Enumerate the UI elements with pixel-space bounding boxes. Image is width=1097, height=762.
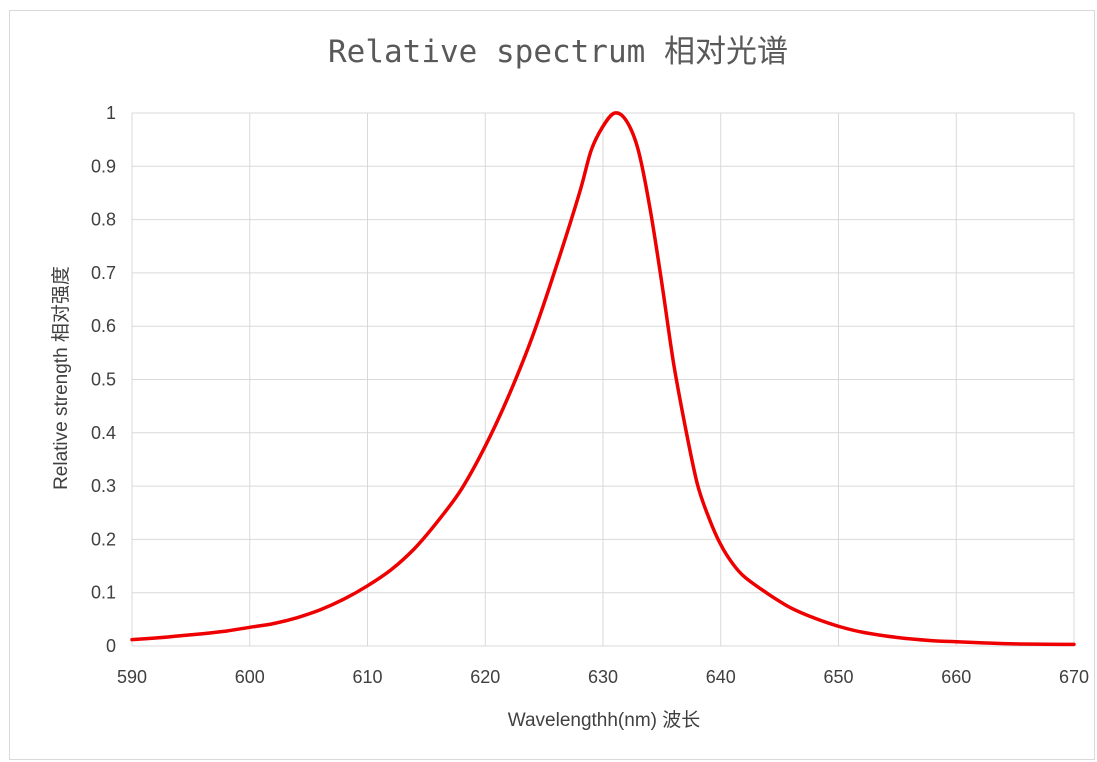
y-tick-label: 0 bbox=[106, 636, 116, 656]
y-tick-label: 0.5 bbox=[91, 370, 116, 390]
x-tick-label: 660 bbox=[941, 667, 971, 687]
x-tick-label: 670 bbox=[1059, 667, 1089, 687]
grid-lines bbox=[131, 112, 1075, 647]
series-layer bbox=[130, 111, 1076, 647]
x-tick-label: 610 bbox=[352, 667, 382, 687]
x-tick-label: 640 bbox=[706, 667, 736, 687]
y-tick-label: 0.1 bbox=[91, 583, 116, 603]
y-tick-label: 0.9 bbox=[91, 156, 116, 176]
x-tick-label: 620 bbox=[470, 667, 500, 687]
y-axis-label: Relative strength 相对强度 bbox=[50, 266, 72, 490]
x-tick-label: 600 bbox=[235, 667, 265, 687]
x-tick-label: 590 bbox=[117, 667, 147, 687]
y-tick-label: 0.3 bbox=[91, 476, 116, 496]
x-axis-ticks: 590 600 610 620 630 640 650 660 670 bbox=[117, 667, 1089, 687]
y-axis-ticks: 0 0.1 0.2 0.3 0.4 0.5 0.6 0.7 0.8 0.9 1 bbox=[91, 103, 116, 656]
chart-title: Relative spectrum 相对光谱 bbox=[328, 34, 788, 70]
x-tick-label: 650 bbox=[823, 667, 853, 687]
y-tick-label: 0.7 bbox=[91, 263, 116, 283]
x-tick-label: 630 bbox=[588, 667, 618, 687]
x-axis-label: Wavelengthh(nm) 波长 bbox=[508, 709, 701, 731]
y-tick-label: 0.8 bbox=[91, 210, 116, 230]
series-line bbox=[130, 111, 1076, 647]
y-tick-label: 0.4 bbox=[91, 423, 116, 443]
y-tick-label: 0.2 bbox=[91, 529, 116, 549]
y-tick-label: 1 bbox=[106, 103, 116, 123]
y-tick-label: 0.6 bbox=[91, 316, 116, 336]
